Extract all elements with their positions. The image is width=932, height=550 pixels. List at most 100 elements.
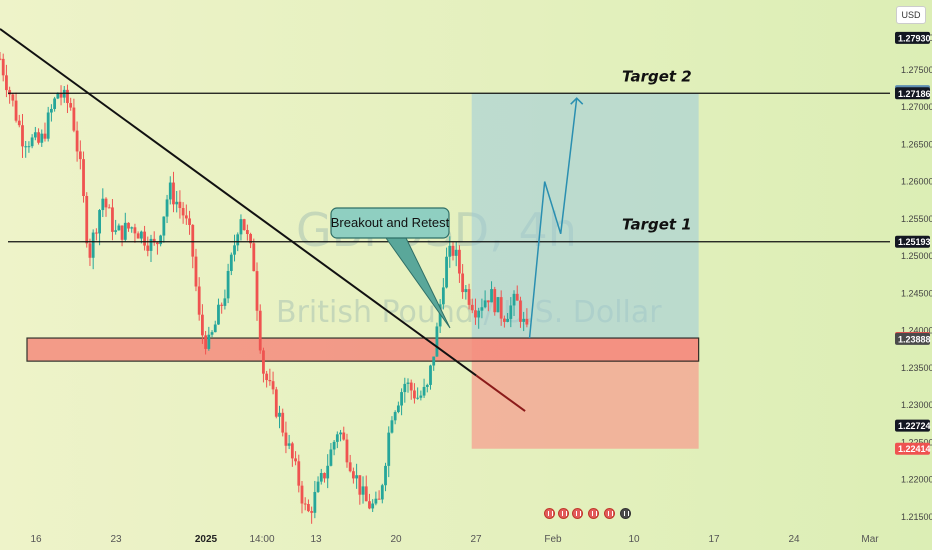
candle-body: [24, 146, 28, 148]
candle-body: [0, 58, 2, 60]
candle-body: [78, 151, 82, 160]
us-flag-event-icon[interactable]: [558, 508, 569, 519]
candle-body: [149, 238, 153, 251]
candle-body: [313, 491, 317, 513]
candle-body: [188, 218, 191, 225]
y-tick-label: 1.25500: [901, 214, 932, 224]
candle-body: [1, 58, 5, 76]
candle-body: [75, 130, 79, 152]
candle-body: [441, 287, 445, 305]
candle-body: [242, 219, 246, 231]
y-tick-label: 1.24000: [901, 326, 932, 336]
candle-body: [197, 286, 201, 315]
candle-body: [223, 298, 227, 306]
candle-body: [168, 182, 172, 200]
candle-body: [91, 232, 95, 258]
candle-body: [21, 125, 24, 147]
currency-button[interactable]: USD: [896, 6, 926, 24]
x-tick-label: 13: [310, 534, 322, 545]
projection-arrowhead: [570, 97, 584, 105]
candle-body: [88, 243, 92, 258]
candle-body: [419, 395, 423, 398]
lightning-event-icon[interactable]: [544, 508, 555, 519]
candle-body: [384, 465, 387, 486]
candle-body: [284, 432, 288, 446]
candle-body: [422, 386, 426, 396]
candle-body: [127, 222, 130, 229]
candle-body: [310, 511, 314, 513]
candle-body: [429, 365, 432, 385]
candle-body: [252, 243, 256, 272]
candle-body: [519, 300, 522, 322]
candle-body: [278, 412, 281, 417]
y-tick-label: 1.27500: [901, 65, 932, 75]
time-axis: 16 23 2025 14:00 13 20 27 Feb 10 17 24 Mar: [30, 534, 879, 545]
y-tick-label: 1.25000: [901, 251, 932, 261]
candle-body: [236, 234, 240, 246]
candle-body: [220, 304, 224, 306]
candle-body: [233, 245, 236, 255]
candle-body: [172, 182, 175, 205]
candle-body: [396, 405, 400, 413]
candle-body: [178, 201, 182, 209]
candle-body: [506, 318, 510, 322]
candle-body: [152, 238, 156, 243]
candle-body: [133, 227, 137, 234]
event-icon[interactable]: [620, 508, 631, 519]
candle-body: [326, 465, 330, 479]
candle-body: [467, 289, 471, 305]
candle-body: [413, 390, 416, 399]
candle-body: [146, 245, 150, 251]
candle-body: [56, 93, 60, 99]
y-tick-label: 1.24500: [901, 288, 932, 298]
candle-body: [213, 324, 217, 333]
candle-body: [290, 443, 294, 459]
candle-body: [342, 432, 346, 440]
candle-body: [393, 412, 397, 421]
candle-body: [474, 310, 477, 318]
candle-body: [355, 475, 359, 479]
candle-body: [66, 89, 69, 104]
candle-body: [101, 198, 105, 211]
candle-body: [159, 235, 163, 245]
candle-body: [319, 473, 323, 482]
candle-body: [33, 132, 37, 138]
candle-body: [303, 503, 307, 505]
candle-body: [371, 503, 375, 509]
candle-body: [390, 420, 394, 433]
price-badge-text: 1.22414: [898, 444, 931, 454]
candle-body: [262, 350, 265, 374]
candle-body: [515, 293, 519, 301]
candle-body: [406, 382, 410, 384]
candle-body: [307, 504, 310, 512]
candle-body: [451, 245, 455, 256]
price-badge: [895, 332, 930, 345]
candle-body: [458, 249, 461, 274]
candle-body: [123, 222, 127, 240]
candle-body: [281, 412, 285, 433]
candle-body: [345, 439, 349, 463]
y-tick-label: 1.21500: [901, 512, 932, 522]
candle-body: [17, 120, 21, 126]
us-flag-event-icon[interactable]: [588, 508, 599, 519]
candle-body: [496, 297, 500, 313]
target-label: Target 2: [622, 67, 692, 85]
candle-body: [464, 289, 468, 293]
candle-body: [50, 108, 53, 113]
candle-body: [40, 133, 44, 143]
candle-body: [351, 471, 355, 479]
candle-body: [200, 314, 204, 336]
candle-body: [287, 443, 291, 446]
us-flag-event-icon[interactable]: [572, 508, 583, 519]
candle-body: [416, 397, 420, 399]
candle-body: [274, 389, 278, 417]
candle-body: [499, 297, 503, 319]
x-tick-label: 20: [390, 534, 402, 545]
candle-body: [46, 112, 50, 139]
us-flag-event-icon[interactable]: [604, 508, 615, 519]
candle-body: [348, 462, 352, 472]
candle-body: [191, 224, 195, 257]
candle-body: [483, 300, 487, 308]
